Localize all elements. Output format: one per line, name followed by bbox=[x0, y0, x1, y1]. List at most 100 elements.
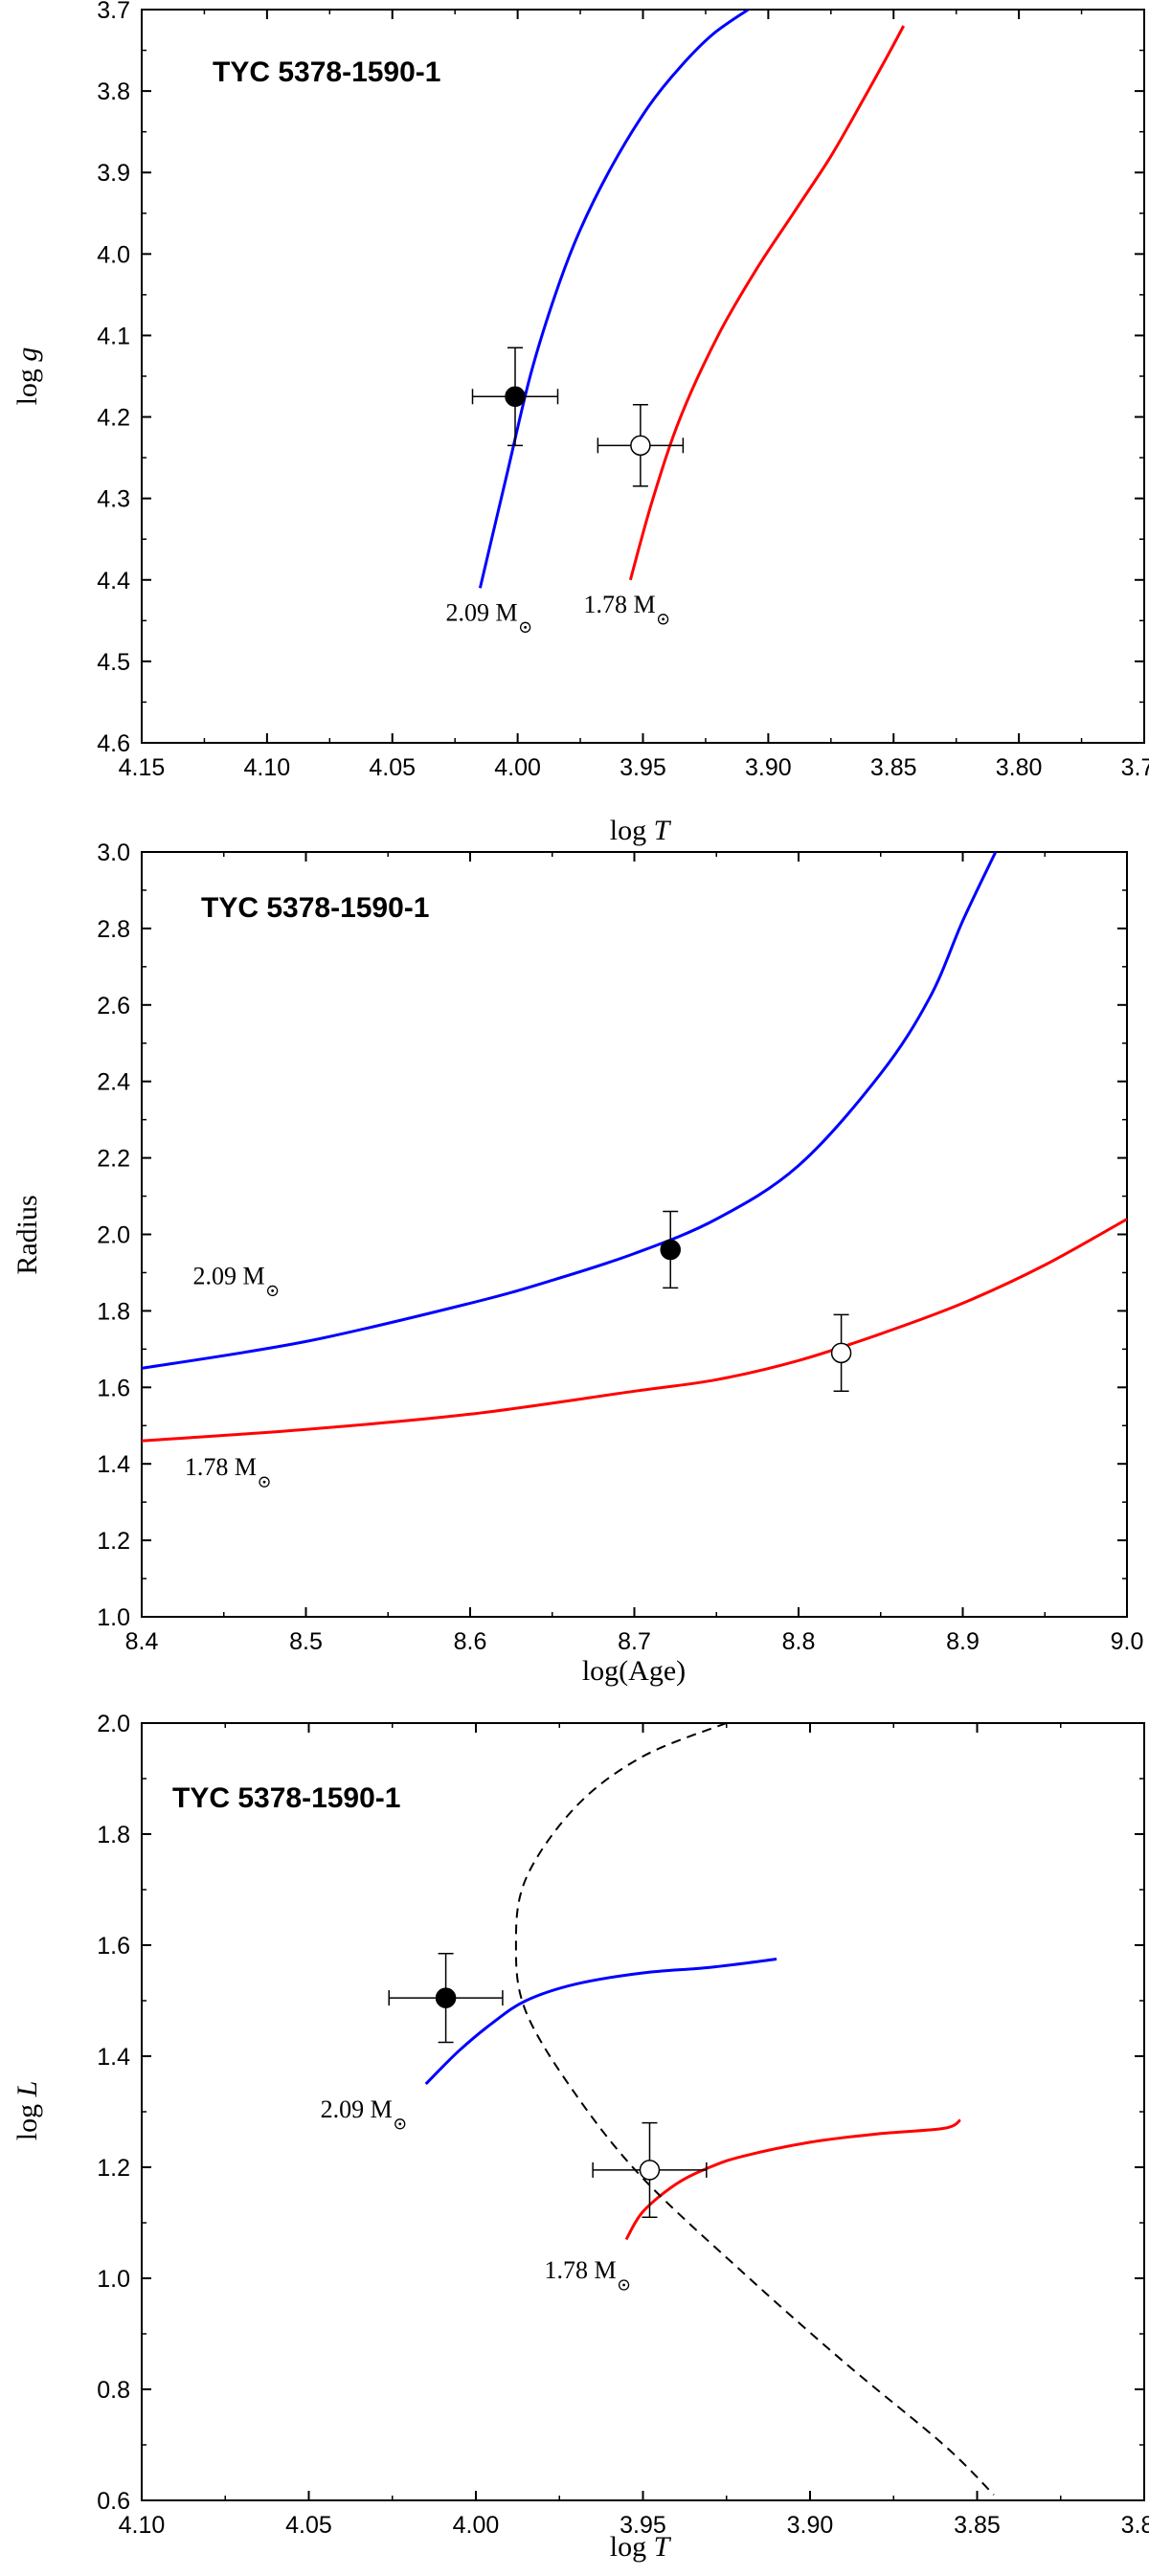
sun-symbol-icon bbox=[519, 621, 531, 633]
mass-label: 2.09 M bbox=[193, 1262, 279, 1297]
open-circle-marker bbox=[830, 1342, 852, 1364]
evolution-track-1.78 bbox=[142, 1218, 1127, 1443]
y-tick-label: 3.0 bbox=[97, 840, 130, 866]
plot-frame bbox=[141, 851, 1128, 1618]
evolution-track-1.78 bbox=[628, 25, 906, 581]
y-tick-label: 1.6 bbox=[97, 1933, 130, 1960]
secondary-star-point bbox=[597, 404, 685, 487]
sun-symbol-icon bbox=[657, 614, 669, 625]
y-tick-label: 1.8 bbox=[97, 1298, 130, 1325]
panel-radius-vs-age: 8.4 8.5 8.6 8.7 8.8 8.9 9.0 1.0 1.2 1.4 1.6 1.8 2.0 2… bbox=[11, 840, 1143, 1687]
mass-label: 1.78 M bbox=[583, 591, 669, 625]
x-tick-label: 3.75 bbox=[1121, 754, 1149, 781]
sun-symbol-icon bbox=[394, 2118, 406, 2130]
y-axis-title: log g bbox=[11, 347, 43, 406]
sun-symbol-icon bbox=[266, 1285, 279, 1297]
plot-frame bbox=[141, 1722, 1145, 2501]
mass-label-text: 2.09 M bbox=[446, 598, 518, 626]
x-tick-label: 4.10 bbox=[244, 754, 291, 781]
y-tick-label: 4.1 bbox=[97, 323, 130, 349]
y-tick-label: 3.7 bbox=[97, 0, 130, 24]
x-tick-label: 3.85 bbox=[954, 2512, 1001, 2539]
y-tick-label: 4.2 bbox=[97, 405, 130, 432]
x-tick-label: 3.80 bbox=[996, 754, 1043, 781]
y-tick-label: 2.0 bbox=[97, 1711, 130, 1737]
panel-title: TYC 5378-1590-1 bbox=[172, 1782, 400, 1814]
x-axis-title: log T bbox=[610, 815, 672, 846]
mass-label: 1.78 M bbox=[544, 2256, 630, 2291]
y-tick-label: 1.8 bbox=[97, 1822, 130, 1848]
open-circle-marker bbox=[630, 435, 651, 457]
x-tick-label: 8.5 bbox=[289, 1628, 323, 1655]
sun-symbol-dot bbox=[662, 617, 665, 621]
y-tick-label: 4.5 bbox=[97, 649, 130, 676]
primary-star-point bbox=[660, 1210, 681, 1289]
y-tick-label: 1.0 bbox=[97, 1604, 130, 1631]
filled-circle-marker bbox=[505, 386, 526, 408]
x-axis-title: log T bbox=[610, 2531, 672, 2563]
sun-symbol-icon bbox=[259, 1476, 270, 1488]
x-tick-label: 8.8 bbox=[782, 1628, 816, 1655]
panel-log-g-vs-log-t: 4.15 4.10 4.05 4.00 3.95 3.90 3.85 3.80 3.75 3.7 3… bbox=[11, 0, 1149, 846]
y-tick-label: 2.8 bbox=[97, 916, 130, 943]
x-tick-label: 8.6 bbox=[454, 1628, 487, 1655]
x-tick-label: 4.05 bbox=[285, 2512, 332, 2539]
evolution-track-2.09 bbox=[478, 10, 750, 589]
filled-circle-marker bbox=[660, 1239, 681, 1261]
y-tick-label: 4.3 bbox=[97, 486, 130, 513]
y-tick-label: 2.4 bbox=[97, 1069, 130, 1096]
sun-symbol-dot bbox=[271, 1289, 275, 1292]
y-tick-label: 3.9 bbox=[97, 160, 130, 187]
y-tick-label: 0.8 bbox=[97, 2377, 130, 2404]
y-axis-title: Radius bbox=[11, 1195, 43, 1274]
sun-symbol-dot bbox=[398, 2122, 402, 2126]
mass-label-text: 2.09 M bbox=[193, 1262, 265, 1289]
x-tick-label: 4.10 bbox=[119, 2512, 166, 2539]
y-tick-label: 1.2 bbox=[97, 1528, 130, 1555]
x-tick-label: 3.90 bbox=[745, 754, 792, 781]
y-tick-label: 3.8 bbox=[97, 78, 130, 105]
secondary-star-point bbox=[592, 2121, 708, 2218]
y-tick-label: 4.0 bbox=[97, 241, 130, 268]
mass-label: 1.78 M bbox=[185, 1453, 270, 1488]
y-tick-label: 1.4 bbox=[97, 1451, 130, 1478]
secondary-star-point bbox=[830, 1313, 852, 1393]
x-axis-title: log(Age) bbox=[582, 1655, 686, 1687]
mass-label: 2.09 M bbox=[446, 598, 531, 633]
x-tick-label: 8.4 bbox=[125, 1628, 159, 1655]
panel-log-l-vs-log-t: 4.10 4.05 4.00 3.95 3.90 3.85 3.80 0.6 0.8 1.0 1.2… bbox=[11, 1711, 1149, 2563]
mass-label-text: 1.78 M bbox=[544, 2256, 616, 2284]
x-tick-label: 8.7 bbox=[618, 1628, 651, 1655]
evolution-track-2.09 bbox=[424, 1958, 777, 2086]
x-tick-label: 3.80 bbox=[1121, 2512, 1149, 2539]
filled-circle-marker bbox=[435, 1987, 457, 2008]
y-tick-label: 1.4 bbox=[97, 2044, 130, 2071]
x-tick-label: 4.00 bbox=[453, 2512, 500, 2539]
x-tick-label: 3.85 bbox=[870, 754, 917, 781]
y-tick-label: 1.0 bbox=[97, 2266, 130, 2293]
sun-symbol-dot bbox=[262, 1480, 266, 1484]
open-circle-marker bbox=[639, 2160, 661, 2181]
x-tick-label: 9.0 bbox=[1111, 1628, 1144, 1655]
x-tick-label: 4.05 bbox=[369, 754, 416, 781]
evolution-track-2.09 bbox=[142, 852, 998, 1370]
mass-label-text: 1.78 M bbox=[583, 591, 655, 618]
y-tick-label: 2.2 bbox=[97, 1146, 130, 1173]
y-axis-title: log L bbox=[11, 2081, 43, 2141]
y-tick-label: 4.6 bbox=[97, 730, 130, 757]
mass-label-text: 1.78 M bbox=[185, 1453, 257, 1481]
panel-title: TYC 5378-1590-1 bbox=[201, 892, 429, 924]
x-tick-label: 3.95 bbox=[620, 754, 666, 781]
primary-star-point bbox=[388, 1952, 504, 2044]
y-tick-label: 2.0 bbox=[97, 1222, 130, 1249]
panel-title: TYC 5378-1590-1 bbox=[213, 56, 440, 88]
sun-symbol-dot bbox=[622, 2283, 625, 2287]
x-tick-label: 4.00 bbox=[494, 754, 541, 781]
x-tick-label: 3.90 bbox=[787, 2512, 834, 2539]
y-tick-label: 4.4 bbox=[97, 568, 130, 594]
y-tick-label: 1.6 bbox=[97, 1375, 130, 1401]
y-tick-label: 0.6 bbox=[97, 2488, 130, 2515]
sun-symbol-icon bbox=[618, 2279, 630, 2291]
plot-frame bbox=[141, 9, 1145, 744]
